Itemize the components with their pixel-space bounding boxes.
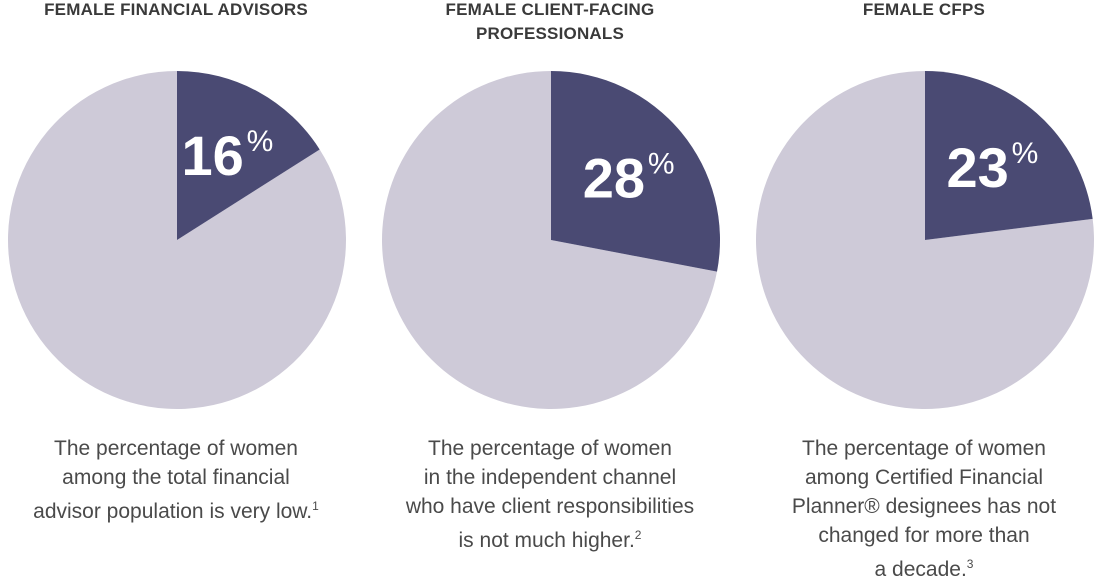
pie-slice-female: [177, 71, 320, 240]
pie-slice-female: [551, 71, 721, 272]
caption-line: a decade.3: [744, 550, 1100, 584]
caption-line: who have client responsibilities: [405, 495, 695, 518]
pie-slice-other: [756, 71, 1095, 409]
chart-title: FEMALE FINANCIAL ADVISORS: [0, 0, 356, 22]
footnote-marker: 3: [966, 557, 974, 571]
caption-line: The percentage of women: [428, 437, 672, 460]
pie-slice-other: [382, 71, 718, 410]
pie-value-number: 16: [181, 124, 243, 187]
caption-line: The percentage of women: [802, 437, 1046, 460]
pie-slice-other: [7, 71, 346, 409]
footnote-marker: 2: [634, 528, 642, 542]
caption-line: changed for more than: [818, 524, 1030, 547]
chart-caption: The percentage of women among Certified …: [744, 434, 1100, 584]
chart-caption: The percentage of women in the independe…: [370, 434, 730, 555]
caption-line: advisor population is very low.1: [0, 492, 356, 526]
chart-caption: The percentage of women among the total …: [0, 434, 356, 526]
chart-title: FEMALE CFPS: [744, 0, 1100, 22]
pie-value-number: 28: [583, 147, 645, 210]
chart-title-line: FEMALE CFPS: [862, 0, 986, 19]
caption-text: advisor population is very low.: [33, 500, 313, 523]
chart-panel-female-cfps: FEMALE CFPS 23 % The percentage of women…: [744, 0, 1100, 581]
pie-chart: 16 %: [7, 71, 346, 409]
pie-value-unit: %: [1012, 137, 1039, 170]
pie-chart: 28 %: [382, 71, 721, 410]
caption-line: Planner® designees has not: [791, 495, 1057, 518]
caption-line: is not much higher.2: [370, 521, 730, 555]
pie-value-unit: %: [247, 125, 274, 158]
pie-slice-female: [925, 70, 1093, 240]
chart-title-line: FEMALE FINANCIAL ADVISORS: [44, 0, 308, 19]
caption-text: is not much higher.: [458, 529, 635, 552]
footnote-marker: 1: [312, 499, 319, 513]
chart-panel-female-financial-advisors: FEMALE FINANCIAL ADVISORS 16 % The perce…: [0, 0, 356, 578]
caption-text: a decade.: [874, 558, 967, 581]
pie-chart: 23 %: [756, 70, 1095, 409]
caption-line: The percentage of women: [54, 437, 298, 460]
chart-title: FEMALE CLIENT-FACING PROFESSIONALS: [370, 0, 730, 46]
chart-title-line: FEMALE CLIENT-FACING: [445, 0, 655, 19]
caption-line: in the independent channel: [423, 466, 677, 489]
caption-line: among Certified Financial: [804, 466, 1044, 489]
pie-value-number: 23: [946, 136, 1008, 199]
pie-value-unit: %: [648, 148, 675, 181]
chart-panel-female-client-facing-professionals: FEMALE CLIENT-FACING PROFESSIONALS 28 % …: [370, 0, 730, 578]
caption-line: among the total financial: [62, 466, 290, 489]
chart-title-line: PROFESSIONALS: [475, 24, 625, 43]
